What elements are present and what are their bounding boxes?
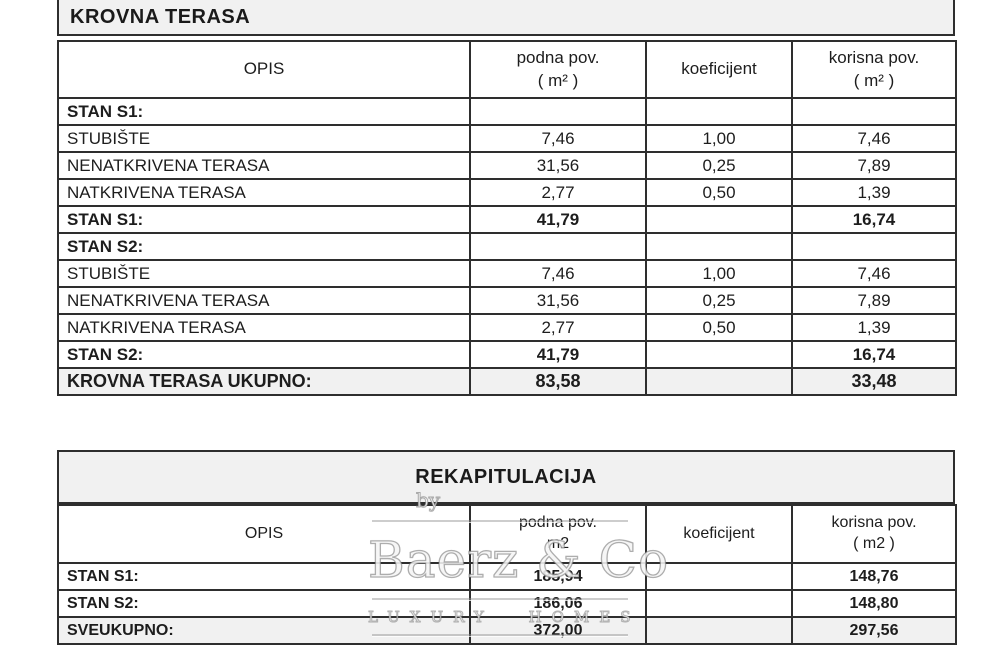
row-label: NENATKRIVENA TERASA xyxy=(57,151,471,180)
col-header-opis: OPIS xyxy=(57,504,471,564)
row-label: STUBIŠTE xyxy=(57,259,471,288)
cell-podna: 31,56 xyxy=(469,151,647,180)
rekapitulacija-section: REKAPITULACIJA OPIS podna pov. m2 koefic… xyxy=(57,450,957,645)
cell-podna: 7,46 xyxy=(469,124,647,153)
row-label: STAN S1: xyxy=(57,97,471,126)
cell-korisna: 33,48 xyxy=(791,367,957,396)
row-label: KROVNA TERASA UKUPNO: xyxy=(57,367,471,396)
table-row: STAN S2: 186,06 148,80 xyxy=(57,589,957,618)
cell-koef: 0,25 xyxy=(645,286,793,315)
cell-korisna xyxy=(791,97,957,126)
cell-koef xyxy=(645,589,793,618)
cell-korisna: 7,46 xyxy=(791,259,957,288)
col-header-opis: OPIS xyxy=(57,40,471,99)
table-row: STAN S2: xyxy=(57,232,957,261)
row-label: STAN S2: xyxy=(57,589,471,618)
cell-korisna: 7,89 xyxy=(791,151,957,180)
row-label: NATKRIVENA TERASA xyxy=(57,313,471,342)
row-label: STUBIŠTE xyxy=(57,124,471,153)
table-row: NATKRIVENA TERASA 2,77 0,50 1,39 xyxy=(57,313,957,342)
col-header-koeficijent: koeficijent xyxy=(645,504,793,564)
cell-podna: 31,56 xyxy=(469,286,647,315)
cell-koef xyxy=(645,97,793,126)
table-row: STAN S1: 185,94 148,76 xyxy=(57,562,957,591)
cell-korisna: 16,74 xyxy=(791,205,957,234)
col-header-korisna-pov: korisna pov. ( m² ) xyxy=(791,40,957,99)
cell-koef: 1,00 xyxy=(645,124,793,153)
row-label: STAN S1: xyxy=(57,205,471,234)
table-row: NENATKRIVENA TERASA 31,56 0,25 7,89 xyxy=(57,151,957,180)
cell-koef xyxy=(645,367,793,396)
table-header-row: OPIS podna pov. ( m² ) koeficijent koris… xyxy=(57,40,957,99)
table-row: NATKRIVENA TERASA 2,77 0,50 1,39 xyxy=(57,178,957,207)
cell-podna: 83,58 xyxy=(469,367,647,396)
table-subtotal-row: STAN S2: 41,79 16,74 xyxy=(57,340,957,369)
cell-podna: 41,79 xyxy=(469,205,647,234)
cell-podna: 7,46 xyxy=(469,259,647,288)
cell-koef xyxy=(645,562,793,591)
krovna-terasa-section: KROVNA TERASA OPIS podna pov. ( m² ) koe… xyxy=(57,0,957,396)
rekapitulacija-title: REKAPITULACIJA xyxy=(57,450,955,504)
cell-podna: 2,77 xyxy=(469,313,647,342)
cell-korisna: 1,39 xyxy=(791,178,957,207)
cell-korisna: 148,76 xyxy=(791,562,957,591)
col-header-koeficijent: koeficijent xyxy=(645,40,793,99)
cell-podna: 186,06 xyxy=(469,589,647,618)
cell-korisna: 297,56 xyxy=(791,616,957,645)
cell-podna: 185,94 xyxy=(469,562,647,591)
cell-koef xyxy=(645,340,793,369)
row-label: NENATKRIVENA TERASA xyxy=(57,286,471,315)
table-row: NENATKRIVENA TERASA 31,56 0,25 7,89 xyxy=(57,286,957,315)
cell-korisna: 7,46 xyxy=(791,124,957,153)
cell-korisna xyxy=(791,232,957,261)
cell-podna: 372,00 xyxy=(469,616,647,645)
cell-podna: 41,79 xyxy=(469,340,647,369)
cell-koef: 0,50 xyxy=(645,178,793,207)
col-header-podna-pov: podna pov. m2 xyxy=(469,504,647,564)
col-header-podna-pov: podna pov. ( m² ) xyxy=(469,40,647,99)
table-header-row: OPIS podna pov. m2 koeficijent korisna p… xyxy=(57,504,957,564)
table-row: STAN S1: xyxy=(57,97,957,126)
cell-korisna: 16,74 xyxy=(791,340,957,369)
cell-koef: 0,25 xyxy=(645,151,793,180)
col-header-korisna-pov: korisna pov. ( m2 ) xyxy=(791,504,957,564)
cell-podna xyxy=(469,232,647,261)
table-row: STUBIŠTE 7,46 1,00 7,46 xyxy=(57,124,957,153)
table-row: STUBIŠTE 7,46 1,00 7,46 xyxy=(57,259,957,288)
cell-koef: 0,50 xyxy=(645,313,793,342)
row-label: STAN S2: xyxy=(57,232,471,261)
cell-korisna: 148,80 xyxy=(791,589,957,618)
krovna-terasa-title: KROVNA TERASA xyxy=(57,0,955,36)
cell-korisna: 1,39 xyxy=(791,313,957,342)
cell-koef: 1,00 xyxy=(645,259,793,288)
cell-koef xyxy=(645,232,793,261)
table-total-row: KROVNA TERASA UKUPNO: 83,58 33,48 xyxy=(57,367,957,396)
row-label: STAN S1: xyxy=(57,562,471,591)
row-label: SVEUKUPNO: xyxy=(57,616,471,645)
table-subtotal-row: STAN S1: 41,79 16,74 xyxy=(57,205,957,234)
cell-korisna: 7,89 xyxy=(791,286,957,315)
cell-koef xyxy=(645,205,793,234)
cell-podna xyxy=(469,97,647,126)
cell-koef xyxy=(645,616,793,645)
rekapitulacija-table: OPIS podna pov. m2 koeficijent korisna p… xyxy=(57,504,957,645)
table-total-row: SVEUKUPNO: 372,00 297,56 xyxy=(57,616,957,645)
cell-podna: 2,77 xyxy=(469,178,647,207)
row-label: NATKRIVENA TERASA xyxy=(57,178,471,207)
krovna-terasa-table: OPIS podna pov. ( m² ) koeficijent koris… xyxy=(57,40,957,396)
row-label: STAN S2: xyxy=(57,340,471,369)
